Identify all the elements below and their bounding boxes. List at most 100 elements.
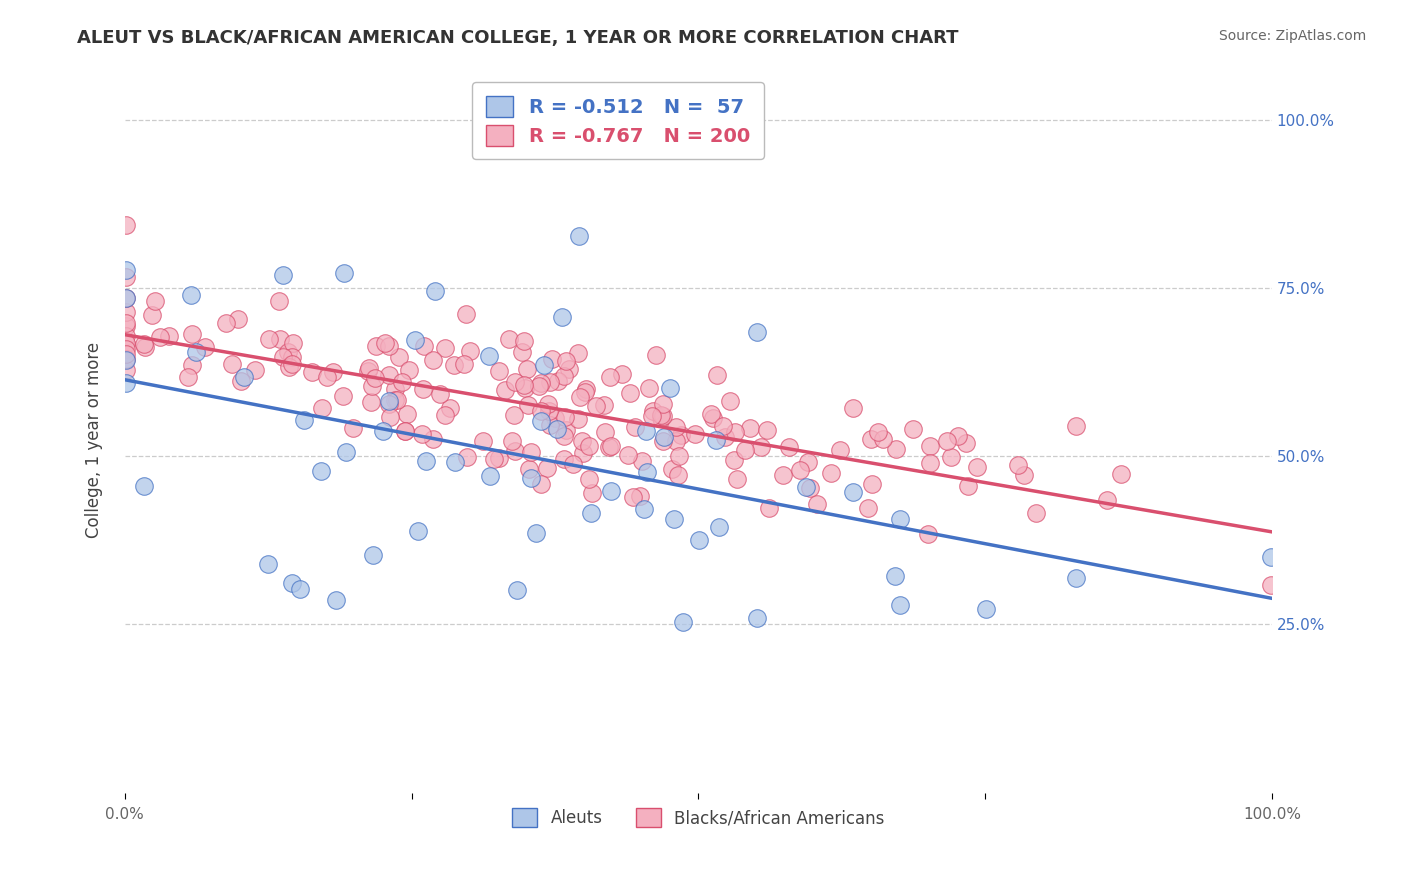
Point: [538, 404, 561, 418]
Point: [378, 397, 401, 411]
Point: [558, 361, 581, 376]
Point: [115, 316, 138, 330]
Point: [444, 455, 467, 469]
Point: [630, 489, 652, 503]
Point: [527, 379, 550, 393]
Text: ALEUT VS BLACK/AFRICAN AMERICAN COLLEGE, 1 YEAR OR MORE CORRELATION CHART: ALEUT VS BLACK/AFRICAN AMERICAN COLLEGE,…: [77, 29, 959, 46]
Point: [859, 432, 882, 446]
Point: [332, 266, 354, 280]
Point: [585, 400, 607, 414]
Point: [651, 434, 673, 448]
Point: [378, 410, 401, 425]
Point: [301, 365, 323, 379]
Point: [530, 404, 553, 418]
Point: [772, 467, 794, 482]
Point: [641, 409, 664, 424]
Point: [581, 486, 603, 500]
Point: [513, 334, 536, 348]
Point: [1095, 492, 1118, 507]
Point: [181, 359, 204, 373]
Text: Source: ZipAtlas.com: Source: ZipAtlas.com: [1219, 29, 1367, 43]
Point: [115, 347, 138, 361]
Point: [669, 428, 692, 442]
Point: [115, 218, 138, 232]
Point: [283, 335, 305, 350]
Point: [688, 533, 710, 548]
Point: [115, 335, 138, 350]
Point: [517, 399, 540, 413]
Point: [538, 375, 561, 389]
Point: [574, 385, 596, 400]
Point: [799, 481, 821, 495]
Point: [554, 410, 576, 425]
Point: [259, 332, 281, 346]
Point: [1064, 418, 1087, 433]
Point: [617, 448, 640, 462]
Point: [194, 340, 217, 354]
Point: [115, 291, 138, 305]
Point: [734, 443, 756, 458]
Point: [377, 368, 399, 382]
Point: [361, 379, 384, 393]
Point: [530, 376, 553, 391]
Point: [271, 350, 294, 364]
Point: [856, 500, 879, 515]
Point: [115, 329, 138, 343]
Point: [664, 511, 686, 525]
Point: [232, 370, 254, 384]
Point: [749, 441, 772, 455]
Point: [860, 477, 883, 491]
Point: [561, 457, 583, 471]
Point: [884, 442, 907, 456]
Point: [683, 426, 706, 441]
Point: [633, 501, 655, 516]
Point: [725, 472, 748, 486]
Point: [920, 439, 942, 453]
Point: [600, 484, 623, 499]
Point: [571, 434, 593, 448]
Point: [600, 439, 623, 453]
Point: [519, 462, 541, 476]
Point: [215, 316, 238, 330]
Point: [578, 439, 600, 453]
Point: [245, 363, 267, 377]
Point: [478, 468, 501, 483]
Point: [666, 468, 689, 483]
Point: [115, 305, 138, 319]
Point: [624, 420, 647, 434]
Point: [957, 479, 980, 493]
Point: [641, 404, 664, 418]
Point: [115, 352, 138, 367]
Point: [184, 345, 207, 359]
Point: [454, 307, 477, 321]
Point: [498, 332, 520, 346]
Point: [395, 407, 418, 421]
Point: [267, 293, 290, 308]
Point: [650, 408, 672, 422]
Point: [939, 450, 962, 464]
Point: [714, 430, 737, 444]
Point: [516, 361, 538, 376]
Point: [547, 374, 569, 388]
Point: [778, 440, 800, 454]
Point: [478, 350, 501, 364]
Point: [723, 452, 745, 467]
Point: [540, 351, 562, 366]
Point: [555, 423, 578, 437]
Point: [277, 344, 299, 359]
Point: [388, 350, 411, 364]
Point: [361, 549, 384, 563]
Point: [503, 376, 526, 390]
Point: [456, 450, 478, 464]
Point: [1025, 506, 1047, 520]
Point: [631, 454, 654, 468]
Point: [342, 421, 364, 435]
Point: [115, 376, 138, 390]
Point: [868, 425, 890, 440]
Point: [406, 524, 429, 538]
Point: [115, 342, 138, 356]
Point: [269, 332, 291, 346]
Point: [373, 424, 395, 438]
Point: [364, 338, 387, 352]
Point: [1007, 458, 1029, 472]
